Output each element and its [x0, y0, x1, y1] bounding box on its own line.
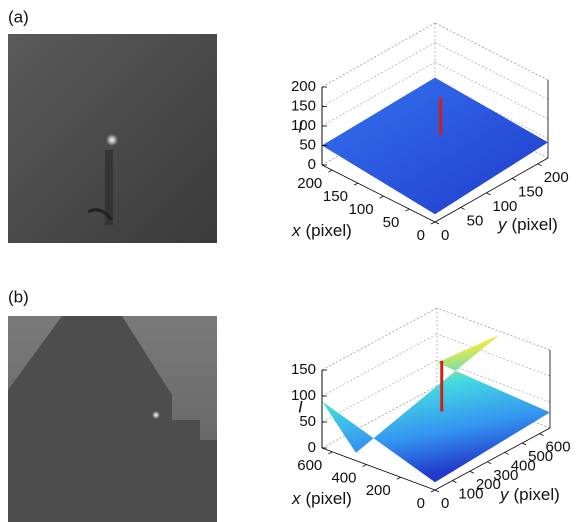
x-tick-label: 0: [417, 495, 425, 512]
y-tick-label: 200: [544, 169, 569, 186]
x-tick: [328, 170, 332, 172]
box-edge: [435, 23, 548, 80]
x-tick: [405, 209, 409, 211]
x-tick-label: 200: [297, 175, 322, 192]
y-axis-var: y: [499, 485, 510, 504]
box-edge: [435, 23, 548, 80]
panel-label: (b): [8, 287, 29, 306]
z-tick-label: 100: [291, 117, 316, 134]
z-tick-label: 200: [291, 78, 316, 95]
x-tick-label: 400: [331, 470, 356, 487]
z-tick-label: 0: [308, 156, 316, 173]
x-tick: [363, 465, 367, 467]
y-axis-label: y(pixel): [499, 485, 560, 504]
y-tick-label: 100: [492, 198, 517, 215]
x-tick-label: 100: [349, 201, 374, 218]
y-tick-label: 0: [441, 495, 449, 512]
box-edge: [437, 308, 550, 350]
x-axis-label: x (pixel): [291, 221, 352, 240]
z-tick-label: 150: [291, 97, 316, 114]
x-axis-unit: (pixel): [306, 489, 352, 508]
box-edge: [322, 334, 437, 396]
x-tick-label: 50: [383, 214, 400, 231]
z-tick-label: 100: [291, 387, 316, 404]
x-tick: [328, 452, 332, 454]
box-edge: [322, 23, 435, 87]
y-tick: [452, 481, 456, 483]
y-tick: [538, 164, 542, 166]
image-b: [8, 316, 217, 522]
y-tick-label: 0: [441, 227, 449, 244]
y-tick: [486, 193, 490, 195]
panel-label: (a): [8, 7, 29, 26]
y-axis-unit: (pixel): [514, 485, 560, 504]
surface: [322, 78, 548, 215]
y-tick: [540, 434, 544, 436]
y-axis-unit: (pixel): [512, 215, 558, 234]
box-edge: [322, 308, 437, 370]
x-tick-label: 0: [417, 227, 425, 244]
y-axis-var: y: [497, 215, 508, 234]
x-tick-label: 200: [366, 482, 391, 499]
x-tick: [431, 490, 435, 492]
y-tick: [461, 207, 465, 209]
y-tick: [435, 490, 439, 492]
x-tick: [354, 183, 358, 185]
x-axis-label: x (pixel): [291, 489, 352, 508]
figure: 050100150200050100150200050100150200(a)I…: [0, 0, 580, 522]
x-tick: [380, 196, 384, 198]
z-tick-label: 50: [299, 136, 316, 153]
image-a: [8, 34, 217, 243]
x-tick: [397, 477, 401, 479]
y-tick: [512, 178, 516, 180]
x-tick-label: 150: [323, 188, 348, 205]
z-tick-label: 150: [291, 361, 316, 378]
y-tick: [505, 452, 509, 454]
x-tick-label: 600: [297, 457, 322, 474]
z-axis-label: I: [298, 397, 303, 416]
x-axis-var: x: [291, 221, 301, 240]
y-tick: [435, 222, 439, 224]
y-tick: [522, 443, 526, 445]
y-tick-label: 150: [518, 183, 543, 200]
y-axis-label: y(pixel): [497, 215, 558, 234]
y-tick-label: 600: [546, 439, 571, 456]
y-tick: [470, 471, 474, 473]
x-tick: [431, 222, 435, 224]
x-axis-unit: (pixel): [306, 221, 352, 240]
y-tick: [487, 462, 491, 464]
z-axis-label: I: [298, 117, 303, 136]
z-tick-label: 0: [308, 439, 316, 456]
x-axis-var: x: [291, 489, 301, 508]
y-tick-label: 50: [467, 212, 484, 229]
